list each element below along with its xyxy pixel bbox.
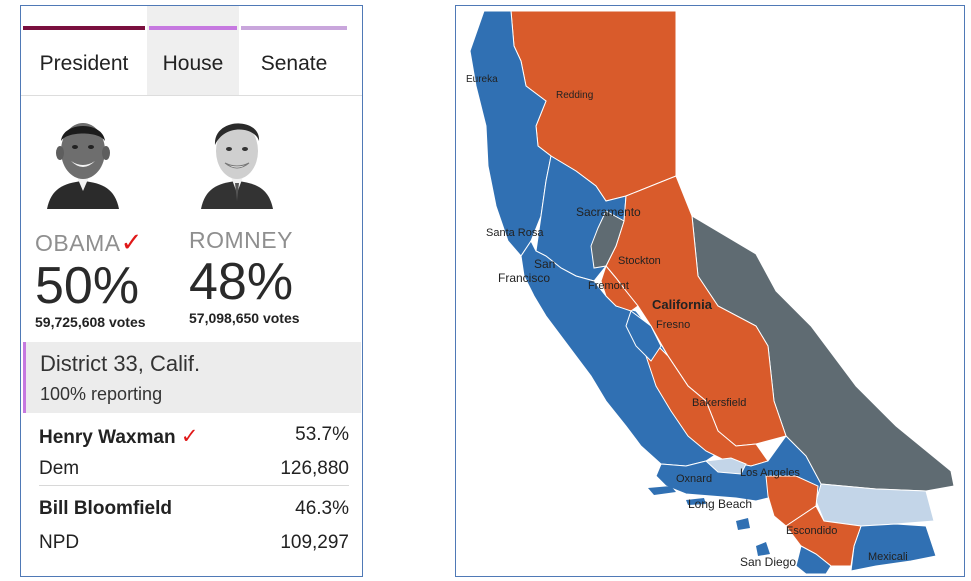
obama-percent: 50% [35,257,140,315]
district-light-oxnard[interactable] [704,457,747,475]
candidate-votes: 126,880 [280,458,349,479]
city-label-mexicali: Mexicali [868,551,908,563]
romney-name-text: ROMNEY [189,227,293,253]
district-gray-stockton[interactable] [590,210,625,269]
candidate-votes: 109,297 [280,532,349,553]
city-label-escondido: Escondido [786,525,837,537]
district-title: District 33, Calif. [40,351,201,376]
candidate-name: Henry Waxman [39,427,176,448]
tab-house-indicator [149,26,237,30]
city-label-long-beach: Long Beach [688,497,752,511]
candidate-name: Bill Bloomfield [39,498,172,519]
candidate-romney: ROMNEY 48% 57,098,650 votes [189,111,339,326]
romney-votes: 57,098,650 votes [189,310,300,326]
result-row-bloomfield: Bill Bloomfield 46.3% NPD 109,297 [39,492,349,560]
district-blue-imperial[interactable] [850,523,937,572]
tab-senate-label: Senate [260,52,328,75]
tab-president-indicator [23,26,145,30]
city-label-eureka: Eureka [466,74,498,85]
channel-islands [648,486,770,556]
candidate-party: Dem [39,458,80,479]
district-header: District 33, Calif. 100% reporting [23,342,361,413]
candidate-percent: 46.3% [295,498,349,519]
romney-percent: 48% [189,253,294,311]
district-light-southeast[interactable] [815,483,935,527]
candidate-name-cell: Henry Waxman ✓ [39,424,198,449]
obama-votes: 59,725,608 votes [35,314,146,330]
results-panel: President House Senate OBA [20,5,363,577]
romney-name: ROMNEY [189,227,339,254]
tab-president-label: President [39,52,129,75]
candidate-percent: 53.7% [295,424,349,445]
obama-name: OBAMA✓ [35,227,185,258]
city-label-redding: Redding [556,90,593,101]
city-label-santa-rosa: Santa Rosa [486,227,544,239]
reporting-status: 100% reporting [40,384,163,404]
city-label-fremont: Fremont [588,280,629,292]
tab-senate[interactable]: Senate [239,6,349,95]
obama-portrait [47,111,119,209]
district-blue-san-diego[interactable] [795,545,832,575]
city-label-sacramento: Sacramento [576,205,641,219]
city-label-bakersfield: Bakersfield [692,397,746,409]
race-tabs: President House Senate [21,6,362,96]
tab-house[interactable]: House [147,6,239,95]
candidate-party: NPD [39,532,80,553]
city-label-fresno: Fresno [656,319,690,331]
romney-portrait [201,111,273,209]
obama-name-text: OBAMA [35,230,121,256]
tab-senate-indicator [241,26,347,30]
district-blue-fresno[interactable] [625,310,662,362]
winner-check-icon: ✓ [180,425,199,448]
city-label-oxnard: Oxnard [676,473,712,485]
city-label-san: San [534,257,555,271]
city-label-san-diego: San Diego [740,555,796,569]
city-label-los-angeles: Los Angeles [740,467,800,479]
tab-president[interactable]: President [21,6,147,95]
city-label-stockton: Stockton [618,255,661,267]
winner-check-icon: ✓ [120,227,143,257]
california-district-map[interactable]: Eureka Redding Sacramento Santa Rosa Sto… [455,5,965,577]
result-row-waxman: Henry Waxman ✓ 53.7% Dem 126,880 [39,418,349,486]
candidate-obama: OBAMA✓ 50% 59,725,608 votes [35,111,185,330]
map-state-label: California [652,297,713,312]
city-label-francisco: Francisco [498,271,550,285]
candidate-name-cell: Bill Bloomfield [39,498,172,520]
tab-house-label: House [162,52,224,75]
